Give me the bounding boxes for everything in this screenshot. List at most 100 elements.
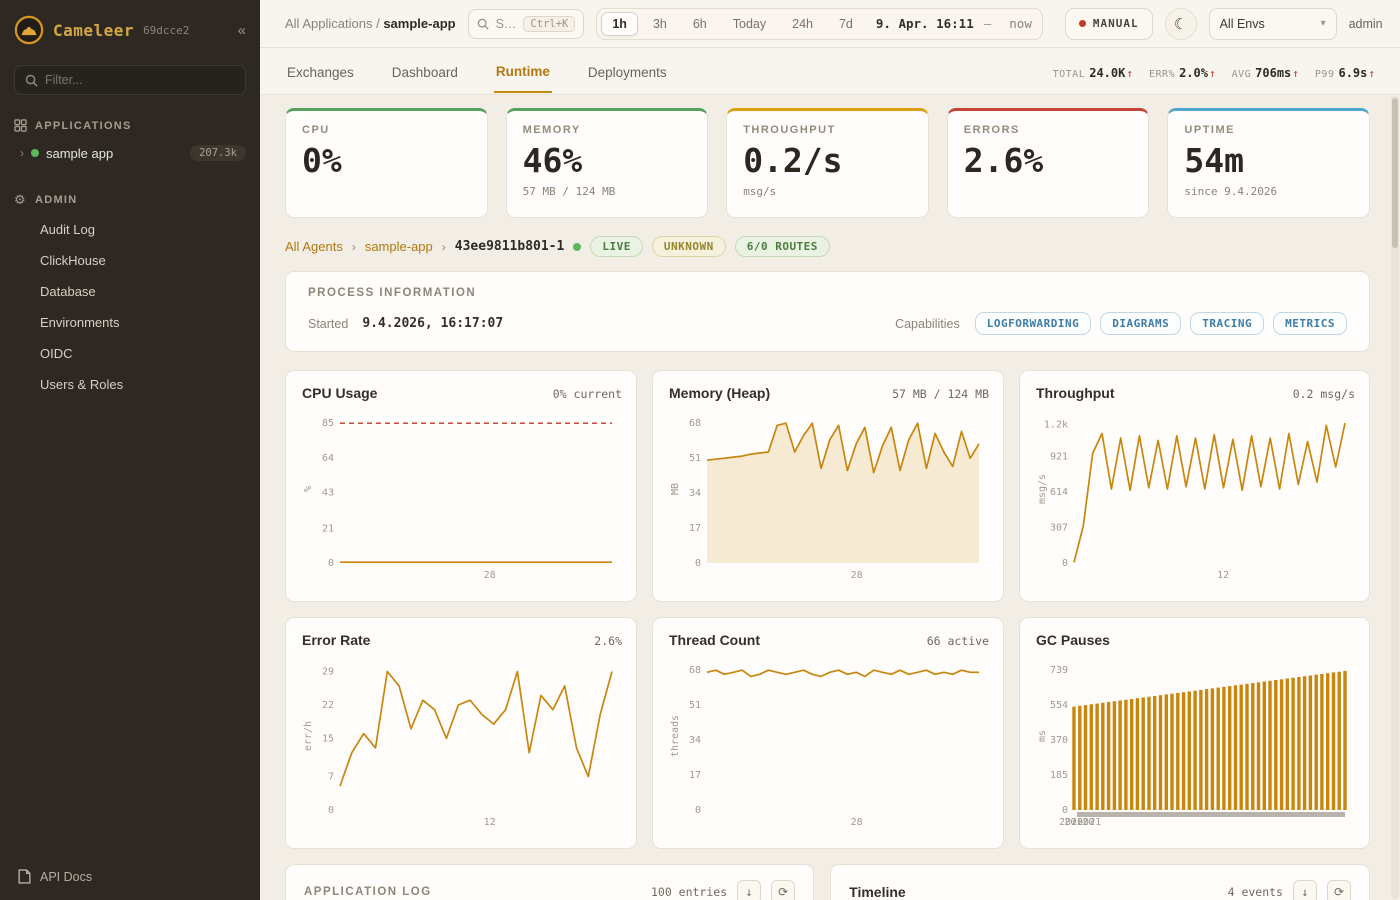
all-agents-link[interactable]: All Agents (285, 239, 343, 254)
api-docs-label: API Docs (40, 869, 93, 884)
throughput-chart: 0 307 614 921 1.2k 12 msg/s (1036, 407, 1355, 583)
chart-title: Memory (Heap) (669, 385, 771, 401)
svg-text:51: 51 (689, 700, 701, 711)
stat-p99: P99 6.9s↑ (1314, 65, 1375, 80)
svg-text:0: 0 (1062, 805, 1068, 816)
svg-text:15: 15 (322, 733, 334, 744)
sidebar-filter-input[interactable] (45, 73, 235, 87)
svg-text:0: 0 (328, 805, 334, 816)
stat-avg: AVG 706ms↑ (1231, 65, 1299, 80)
time-range-control: 1h 3h 6h Today 24h 7d 9. Apr. 16:11 — no… (596, 7, 1043, 40)
tab-deployments[interactable]: Deployments (587, 64, 667, 80)
svg-text:17: 17 (689, 523, 701, 534)
sidebar: Cameleer 69dcce2 « APPLICATIONS › sample… (0, 0, 260, 900)
sidebar-item-clickhouse[interactable]: ClickHouse (40, 253, 106, 268)
timeline-title: Timeline (849, 884, 906, 900)
sidebar-item-oidc[interactable]: OIDC (40, 346, 73, 361)
svg-text:17: 17 (689, 770, 701, 781)
started-value: 9.4.2026, 16:17:07 (362, 316, 504, 331)
chart-title: CPU Usage (302, 385, 378, 401)
cpu-card: CPU 0% (285, 108, 488, 218)
sidebar-item-audit-log[interactable]: Audit Log (40, 222, 95, 237)
sidebar-item-environments[interactable]: Environments (40, 315, 120, 330)
application-log-title: APPLICATION LOG (304, 886, 432, 898)
svg-text:64: 64 (322, 453, 334, 464)
range-1h-button[interactable]: 1h (601, 11, 638, 36)
scrollbar-thumb[interactable] (1392, 98, 1398, 248)
capability-metrics: METRICS (1273, 312, 1347, 335)
search-shortcut-kbd: Ctrl+K (523, 15, 576, 32)
manual-mode-button[interactable]: MANUAL (1064, 7, 1153, 40)
throughput-card: THROUGHPUT 0.2/s msg/s (726, 108, 929, 218)
range-6h-button[interactable]: 6h (692, 16, 707, 31)
thread-count-chart-card: Thread Count 66 active 0 17 34 51 68 28 thread… (652, 617, 1004, 849)
main-area: All Applications / sample-app S… Ctrl+K … (260, 0, 1400, 900)
agent-app-link[interactable]: sample-app (364, 239, 433, 254)
error-rate-chart-card: Error Rate 2.6% 0 7 15 22 29 12 err/h (285, 617, 637, 849)
tab-runtime[interactable]: Runtime (493, 50, 552, 93)
agent-breadcrumb: All Agents › sample-app › 43ee9811b801-1… (285, 236, 1370, 257)
gc-pauses-chart: 0 185 370 554 739 20:20 20:20 20:21 ms (1036, 654, 1355, 830)
svg-text:29: 29 (322, 667, 334, 678)
refresh-button[interactable]: ⟳ (1326, 880, 1351, 900)
errors-card: ERRORS 2.6% (946, 108, 1150, 218)
svg-text:51: 51 (689, 453, 701, 464)
svg-text:12: 12 (484, 817, 496, 828)
app-status-dot (31, 149, 39, 157)
sidebar-item-sample-app[interactable]: › sample app 207.3k (0, 138, 260, 168)
global-search[interactable]: S… Ctrl+K (467, 8, 585, 39)
chart-title: Throughput (1036, 385, 1115, 401)
svg-text:12: 12 (1217, 570, 1229, 581)
uptime-card: UPTIME 54m since 9.4.2026 (1167, 108, 1370, 218)
refresh-button[interactable]: ⟳ (771, 880, 796, 900)
tab-dashboard[interactable]: Dashboard (391, 64, 458, 80)
chart-title: GC Pauses (1036, 632, 1110, 648)
chevron-right-icon[interactable]: › (20, 146, 24, 160)
unknown-badge: UNKNOWN (651, 236, 726, 257)
download-icon: ↓ (745, 885, 753, 899)
app-version: 69dcce2 (143, 23, 190, 37)
overview-cards: CPU 0% MEMORY 46% 57 MB / 124 MB THROUGH… (285, 108, 1370, 218)
sidebar-header: Cameleer 69dcce2 « (0, 0, 260, 57)
time-range-dash: — (983, 16, 992, 31)
dark-mode-toggle[interactable]: ☾ (1164, 7, 1197, 40)
svg-text:85: 85 (322, 418, 334, 429)
chart-current-value: 0% current (552, 387, 622, 401)
sidebar-filter[interactable] (14, 65, 246, 95)
range-today-button[interactable]: Today (732, 16, 767, 31)
admin-section-label: ADMIN (34, 194, 78, 206)
runtime-content: CPU 0% MEMORY 46% 57 MB / 124 MB THROUGH… (260, 95, 1400, 900)
vertical-scrollbar[interactable] (1391, 96, 1399, 899)
download-button[interactable]: ↓ (737, 880, 762, 900)
svg-text:43: 43 (322, 487, 334, 498)
range-3h-button[interactable]: 3h (652, 16, 667, 31)
tab-exchanges[interactable]: Exchanges (287, 64, 354, 80)
range-7d-button[interactable]: 7d (838, 16, 853, 31)
api-docs-link[interactable]: API Docs (0, 855, 260, 900)
sidebar-item-users-roles[interactable]: Users & Roles (40, 377, 124, 392)
app-name: Cameleer (53, 20, 135, 40)
range-24h-button[interactable]: 24h (792, 16, 813, 31)
download-button[interactable]: ↓ (1292, 880, 1317, 900)
svg-text:ms: ms (1037, 730, 1048, 742)
time-range-start[interactable]: 9. Apr. 16:11 (875, 16, 974, 31)
time-range-end[interactable]: now (1009, 16, 1032, 31)
sidebar-collapse-icon[interactable]: « (237, 21, 246, 39)
search-placeholder: S… (495, 16, 517, 31)
chart-title: Error Rate (302, 632, 371, 648)
svg-text:614: 614 (1050, 487, 1068, 498)
current-user-label[interactable]: admin (1348, 16, 1383, 31)
svg-text:185: 185 (1050, 770, 1068, 781)
env-select[interactable]: All Envs ▾ (1208, 7, 1337, 40)
svg-text:MB: MB (670, 483, 681, 495)
breadcrumb-root[interactable]: All Applications (285, 16, 373, 31)
svg-text:20:20: 20:20 (1064, 817, 1094, 828)
sidebar-section-applications: APPLICATIONS (0, 109, 260, 138)
sidebar-item-database[interactable]: Database (40, 284, 96, 299)
up-arrow-icon: ↑ (1368, 66, 1375, 80)
env-select-value: All Envs (1219, 16, 1265, 31)
memory-heap-chart: 0 17 34 51 68 28 MB (669, 407, 989, 583)
cpu-usage-chart-card: CPU Usage 0% current 0 21 43 64 85 28% (285, 370, 637, 602)
chevron-down-icon: ▾ (1320, 18, 1326, 29)
capability-diagrams: DIAGRAMS (1100, 312, 1182, 335)
